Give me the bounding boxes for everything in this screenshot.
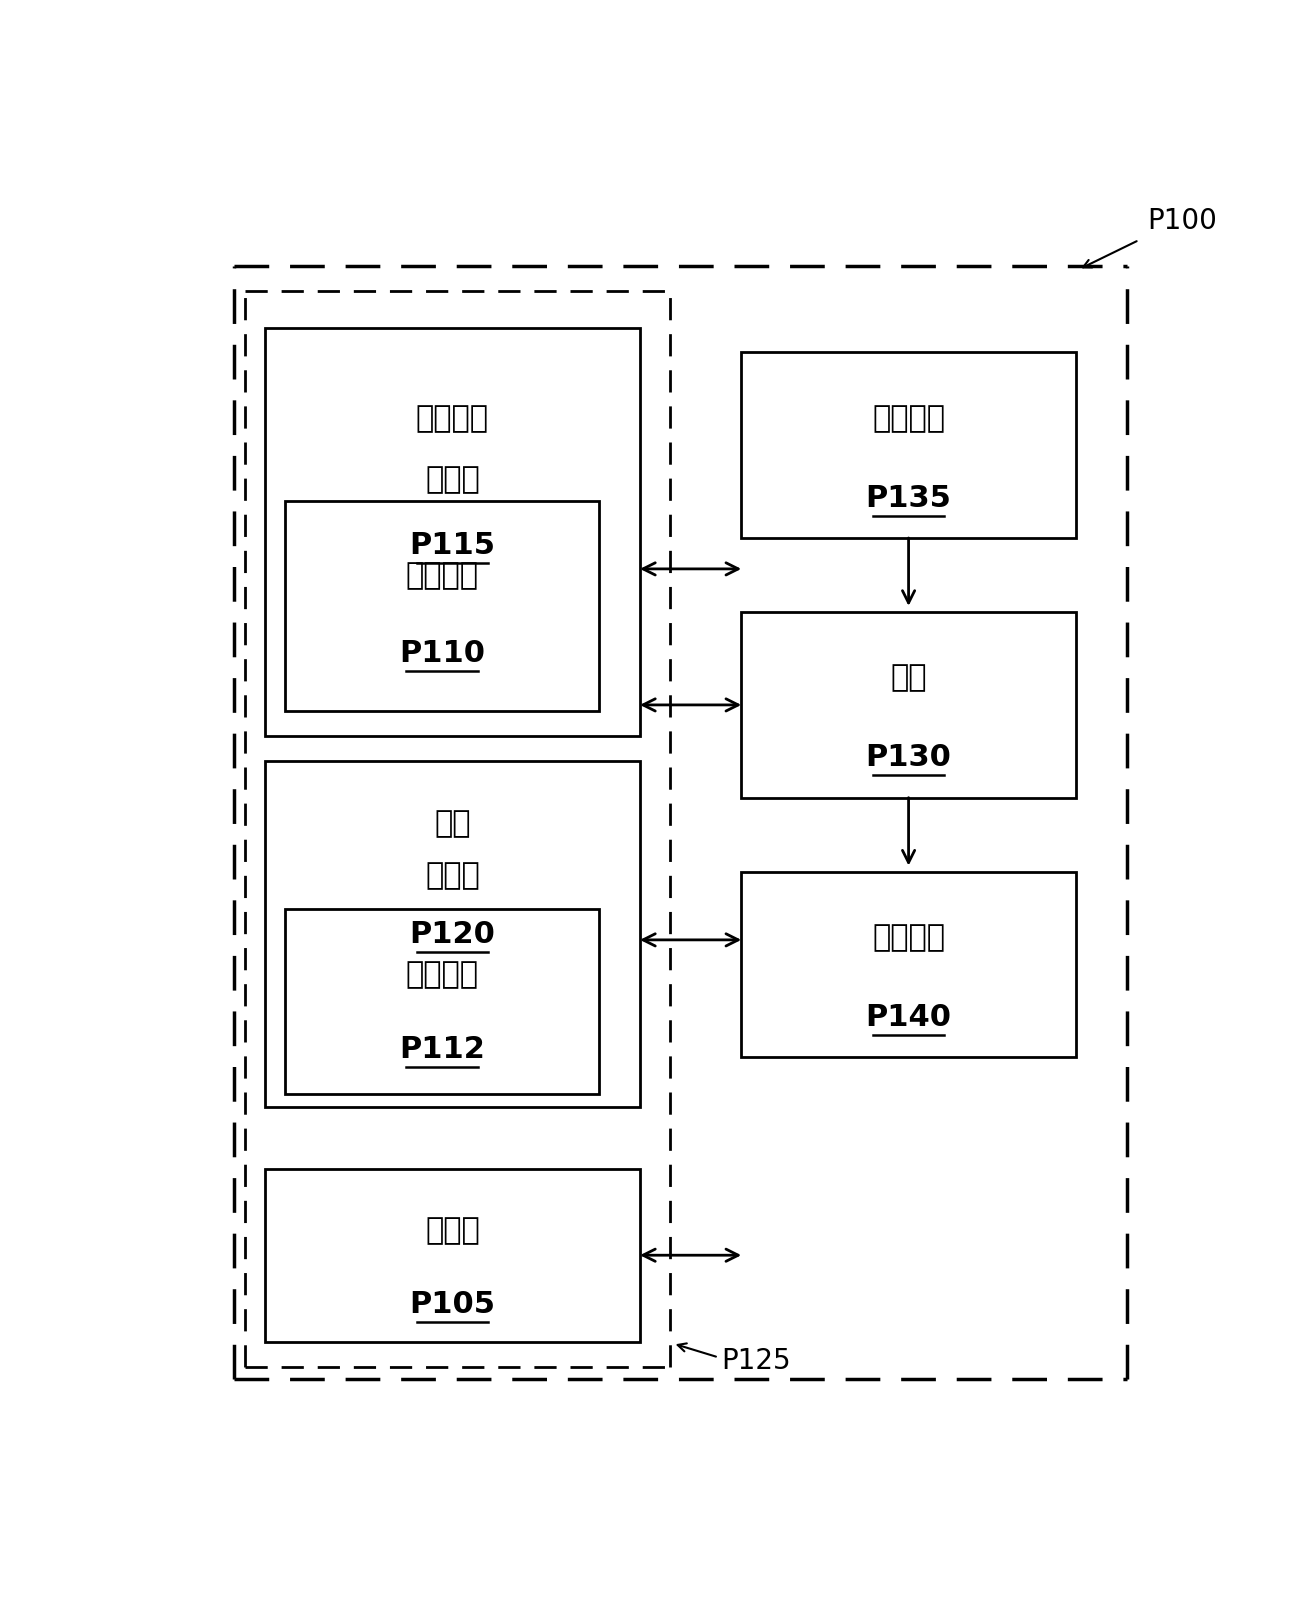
Bar (285, 501, 599, 711)
Text: 处理器: 处理器 (425, 1215, 480, 1244)
Bar (264, 761, 640, 1107)
Text: 接口: 接口 (891, 663, 927, 692)
Bar (742, 873, 1075, 1058)
Text: 编码指令: 编码指令 (405, 960, 479, 989)
Bar (742, 613, 1075, 798)
Bar (742, 353, 1075, 539)
Text: 存储器: 存储器 (425, 465, 480, 494)
Text: P140: P140 (866, 1003, 951, 1032)
Bar (285, 910, 599, 1095)
Text: P135: P135 (866, 483, 951, 512)
Text: P120: P120 (409, 920, 496, 949)
Text: P112: P112 (399, 1034, 485, 1063)
Text: 只读: 只读 (434, 809, 471, 838)
Text: P100: P100 (1147, 207, 1216, 234)
Text: 存储器: 存储器 (425, 860, 480, 889)
Text: P115: P115 (409, 530, 496, 559)
Text: P110: P110 (399, 639, 485, 668)
Text: 输出设备: 输出设备 (872, 923, 946, 952)
Text: P105: P105 (409, 1289, 496, 1318)
Text: 随机存取: 随机存取 (416, 404, 489, 433)
Bar (264, 329, 640, 737)
Text: 输入设备: 输入设备 (872, 403, 946, 433)
Text: 编码指令: 编码指令 (405, 560, 479, 589)
Bar (264, 1168, 640, 1342)
Text: P125: P125 (721, 1347, 790, 1374)
Text: P130: P130 (866, 743, 951, 772)
